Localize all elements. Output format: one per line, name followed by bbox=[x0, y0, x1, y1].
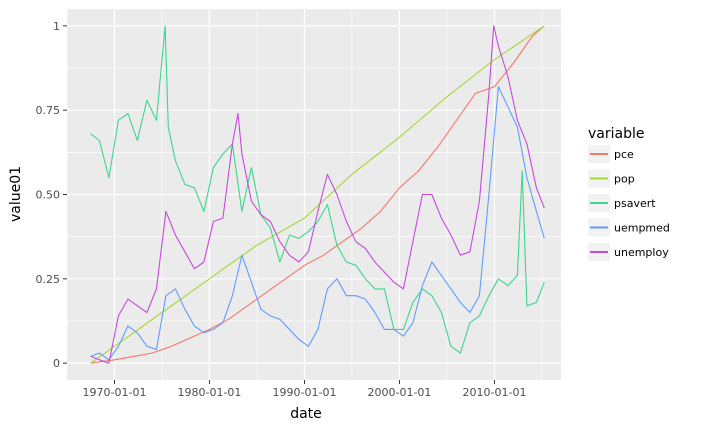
y-axis-title: value01 bbox=[8, 166, 24, 222]
x-axis-title: date bbox=[290, 406, 322, 422]
series-line-pop bbox=[90, 25, 545, 364]
x-tick-label: 2010-01-01 bbox=[463, 386, 527, 399]
y-tick-label: 0 bbox=[53, 357, 60, 370]
grid-major bbox=[67, 9, 561, 380]
x-tick-label: 2000-01-01 bbox=[368, 386, 432, 399]
y-axis-ticks: 0 0.25 0.50 0.75 1 bbox=[36, 20, 67, 370]
y-tick-label: 0.75 bbox=[36, 104, 61, 117]
series-lines bbox=[90, 25, 545, 364]
legend-label-pop: pop bbox=[614, 173, 635, 186]
x-tick-label: 1980-01-01 bbox=[178, 386, 242, 399]
series-line-unemploy bbox=[90, 25, 545, 364]
legend-label-unemploy: unemploy bbox=[614, 246, 669, 259]
x-tick-label: 1990-01-01 bbox=[273, 386, 337, 399]
x-tick-label: 1970-01-01 bbox=[83, 386, 147, 399]
y-tick-label: 1 bbox=[53, 20, 60, 33]
legend-label-pce: pce bbox=[614, 148, 634, 161]
y-tick-label: 0.25 bbox=[36, 273, 61, 286]
series-line-psavert bbox=[90, 25, 545, 354]
series-line-uempmed bbox=[90, 86, 545, 361]
y-tick-label: 0.50 bbox=[36, 189, 61, 202]
x-axis-ticks: 1970-01-01 1980-01-01 1990-01-01 2000-01-01… bbox=[83, 380, 527, 399]
legend-title: variable bbox=[588, 126, 644, 142]
legend-label-psavert: psavert bbox=[614, 197, 656, 210]
legend-label-uempmed: uempmed bbox=[614, 222, 670, 235]
series-line-pce bbox=[90, 25, 545, 364]
legend: variable pce pop psavert uempmed unemploy bbox=[588, 126, 670, 261]
